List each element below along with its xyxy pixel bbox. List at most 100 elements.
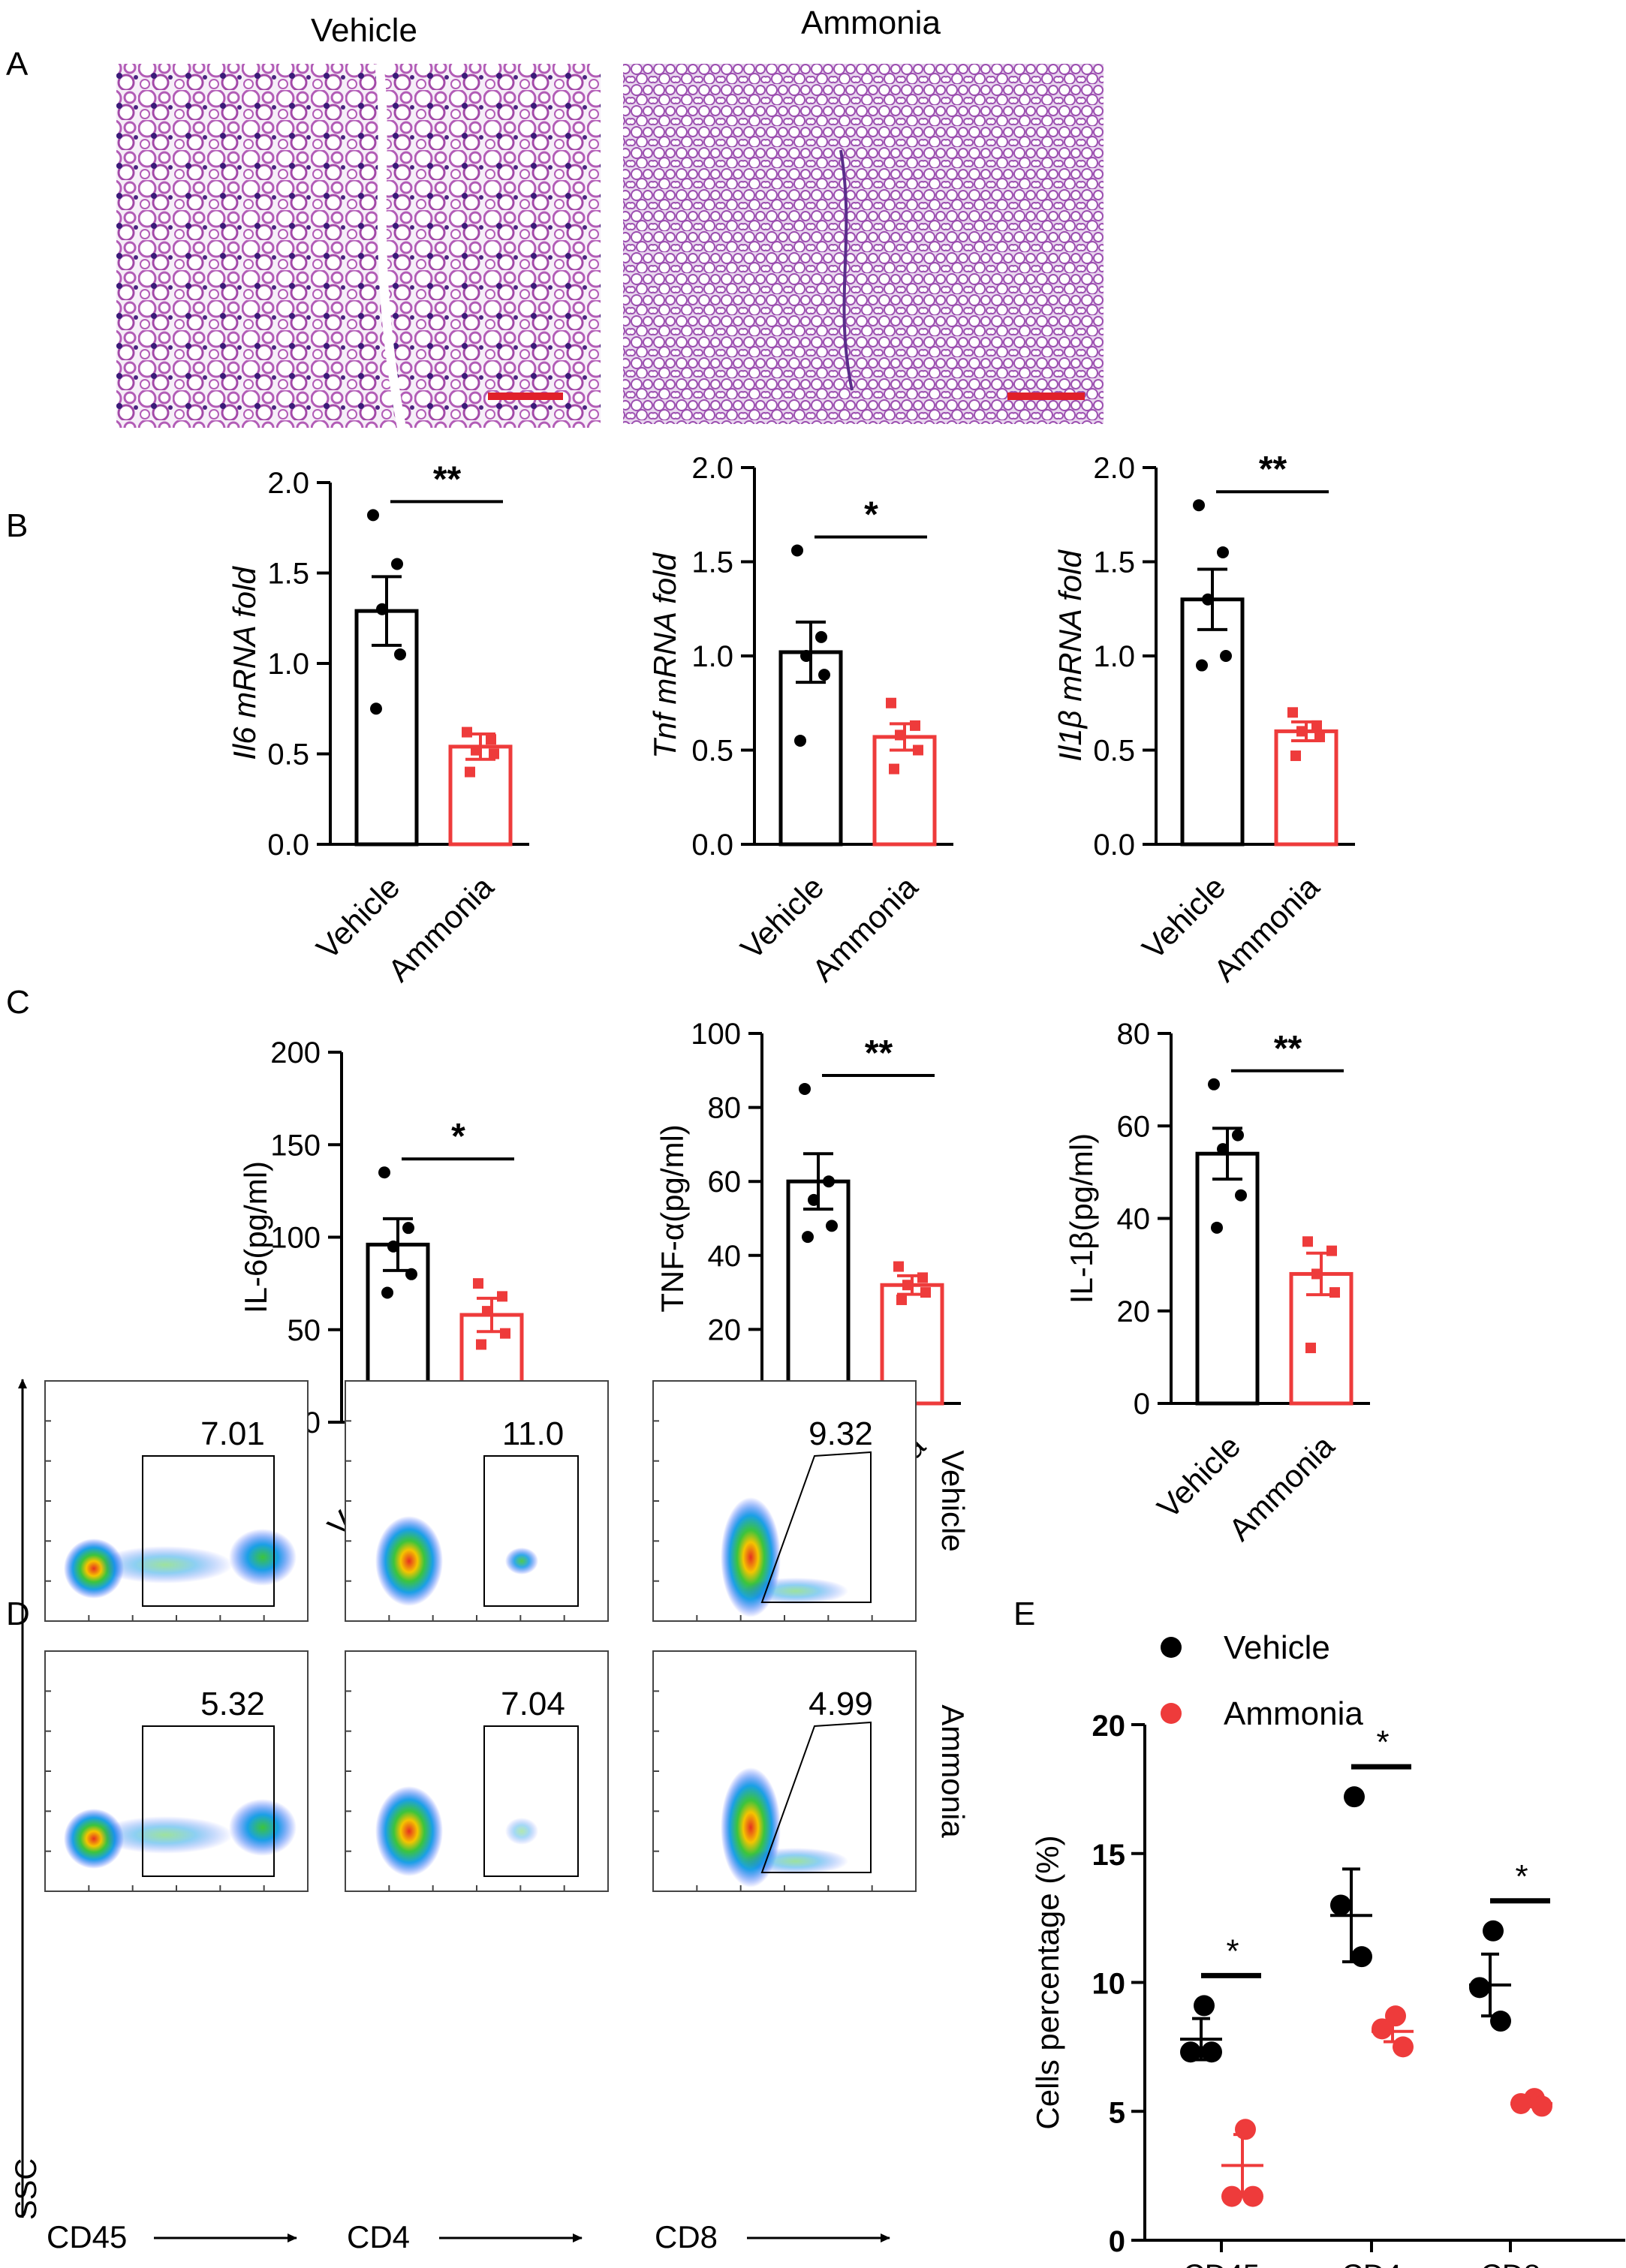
data-point xyxy=(489,748,499,760)
data-point xyxy=(886,697,896,708)
data-point xyxy=(1217,1143,1229,1156)
gate-percentage: 11.0 xyxy=(502,1415,564,1452)
significance-marker: ** xyxy=(865,1033,893,1073)
legend-label-vehicle: Vehicle xyxy=(1224,1629,1330,1666)
significance-marker: * xyxy=(1515,1858,1528,1895)
data-point xyxy=(1326,1245,1337,1256)
data-point xyxy=(497,1291,507,1302)
data-point xyxy=(818,669,830,681)
category-label: Vehicle xyxy=(309,869,406,966)
gate xyxy=(142,1455,275,1607)
y-tick-label: 0 xyxy=(1134,1388,1150,1421)
population-positive xyxy=(505,1548,538,1575)
data-point xyxy=(1232,1129,1244,1142)
gate-percentage: 9.32 xyxy=(808,1415,873,1452)
bar-vehicle xyxy=(1195,1151,1260,1406)
data-point xyxy=(486,734,496,745)
data-point xyxy=(823,1175,835,1188)
data-point xyxy=(367,509,379,522)
data-point xyxy=(913,744,923,756)
y-tick-label: 15 xyxy=(1092,1839,1126,1872)
gate xyxy=(142,1725,275,1877)
population-positive xyxy=(743,1578,848,1605)
y-tick-label: 5 xyxy=(1109,2096,1125,2129)
data-point xyxy=(1311,720,1322,731)
significance-marker: ** xyxy=(433,459,462,499)
population-positive xyxy=(229,1529,297,1586)
y-tick-label: 1.0 xyxy=(691,640,733,673)
y-tick-label: 1.0 xyxy=(267,648,309,681)
y-tick-label: 10 xyxy=(1092,1968,1126,2001)
y-tick-label: 100 xyxy=(691,1018,741,1051)
data-point xyxy=(802,1231,814,1244)
y-tick-label: 20 xyxy=(1092,1710,1126,1743)
data-point-ammonia xyxy=(1393,2036,1414,2058)
category-label: CD8 xyxy=(1480,2259,1540,2268)
y-tick-label: 150 xyxy=(270,1129,321,1162)
data-point xyxy=(376,603,388,615)
data-point-vehicle xyxy=(1344,1786,1365,1808)
y-tick-label: 1.5 xyxy=(691,546,733,579)
population-negative xyxy=(64,1809,124,1869)
data-point xyxy=(800,650,812,662)
data-point xyxy=(381,1286,393,1299)
data-point xyxy=(1220,650,1232,662)
data-point-vehicle xyxy=(1483,1920,1504,1942)
y-tick-label: 2.0 xyxy=(267,467,309,500)
y-tick-label: 100 xyxy=(270,1222,321,1255)
gate xyxy=(483,1455,579,1607)
data-point-ammonia xyxy=(1510,2092,1531,2114)
y-axis-label: Il6 mRNA fold xyxy=(227,566,262,760)
data-point-ammonia xyxy=(1385,2005,1406,2027)
population-positive xyxy=(505,1818,538,1845)
significance-marker: * xyxy=(451,1117,465,1157)
gate xyxy=(760,1721,872,1873)
data-point xyxy=(1208,1078,1220,1090)
population-negative xyxy=(64,1539,124,1599)
panel-letter-d: D xyxy=(6,1596,30,1632)
significance-marker: * xyxy=(1226,1933,1239,1969)
bar-vehicle xyxy=(786,1179,851,1406)
panel-letter-b: B xyxy=(6,507,28,544)
category-label: Vehicle xyxy=(1150,1428,1247,1525)
data-point xyxy=(1287,707,1298,718)
data-point xyxy=(791,544,803,557)
legend-marker-vehicle xyxy=(1161,1637,1182,1658)
data-point xyxy=(1290,750,1301,762)
data-point-ammonia xyxy=(1221,2185,1242,2207)
flow-plot-cd45-vehicle: 7.01 xyxy=(44,1380,309,1622)
flow-plot-cd8-vehicle: 9.32 xyxy=(652,1380,917,1622)
y-axis-label: IL-6(pg/ml) xyxy=(238,1161,273,1313)
y-tick-label: 0 xyxy=(1109,2225,1125,2258)
flow-plot-cd8-ammonia: 4.99 xyxy=(652,1650,917,1892)
data-point xyxy=(1211,1221,1223,1234)
y-tick-label: 0.5 xyxy=(267,738,309,772)
y-tick-label: 0.0 xyxy=(1093,829,1135,862)
histology-title-vehicle: Vehicle xyxy=(311,12,417,49)
category-label: Vehicle xyxy=(733,869,830,966)
legend-label-ammonia: Ammonia xyxy=(1224,1695,1363,1732)
gate-percentage: 7.01 xyxy=(200,1415,265,1452)
y-tick-label: 60 xyxy=(708,1166,742,1199)
y-tick-label: 20 xyxy=(708,1313,742,1346)
panel-letter-c: C xyxy=(6,984,30,1021)
data-point xyxy=(910,720,920,731)
flow-row-label: Ammonia xyxy=(935,1704,971,1838)
ssc-label: SSC xyxy=(10,2158,43,2220)
data-point xyxy=(917,1272,928,1283)
y-axis-label: TNF-α(pg/ml) xyxy=(655,1124,690,1313)
gate-percentage: 4.99 xyxy=(808,1686,873,1722)
population-bridge xyxy=(98,1546,233,1584)
y-tick-label: 2.0 xyxy=(1093,452,1135,485)
population-negative xyxy=(375,1516,443,1606)
data-point xyxy=(902,1280,913,1291)
significance-marker: * xyxy=(864,495,878,534)
y-tick-label: 200 xyxy=(270,1036,321,1069)
data-point-ammonia xyxy=(1531,2095,1552,2117)
data-point xyxy=(387,1240,399,1253)
data-point xyxy=(815,630,827,643)
